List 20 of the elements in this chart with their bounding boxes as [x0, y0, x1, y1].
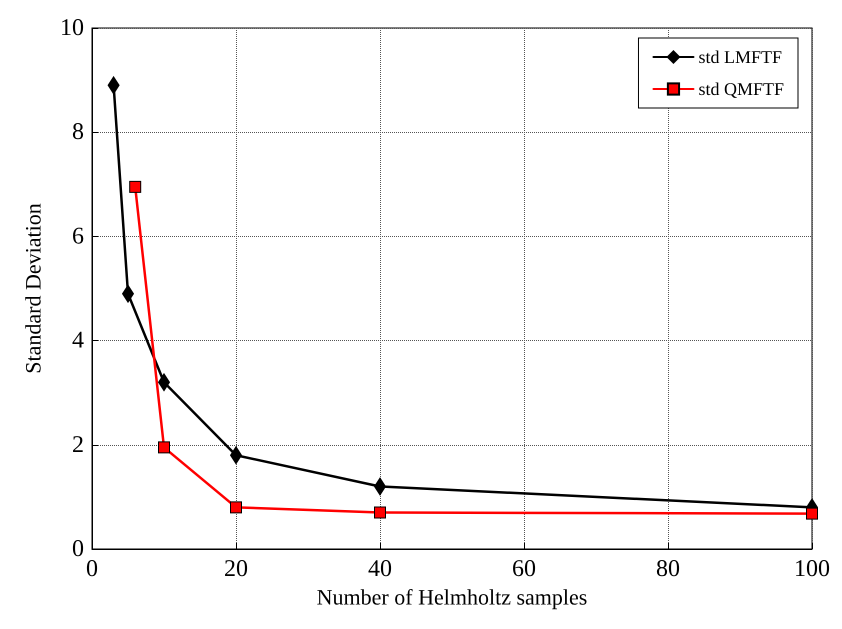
x-axis-title: Number of Helmholtz samples	[316, 584, 588, 610]
y-tick-label: 8	[72, 119, 84, 146]
y-tick-label: 0	[72, 536, 84, 562]
x-tick-label: 40	[368, 556, 392, 582]
legend-label: std QMFTF	[698, 79, 784, 99]
point	[158, 441, 170, 454]
y-tick-label: 6	[72, 223, 84, 250]
x-tick-label: 20	[224, 556, 248, 582]
point	[374, 506, 386, 519]
point	[230, 501, 242, 514]
y-tick-label: 2	[72, 432, 84, 458]
x-tick-label: 60	[512, 556, 536, 582]
legend-label: std LMFTF	[698, 47, 782, 67]
point	[806, 508, 818, 520]
y-tick-label: 10	[60, 15, 84, 41]
y-tick-label: 4	[72, 328, 84, 354]
x-tick-label: 100	[794, 556, 830, 582]
y-axis-title: Standard Deviation	[20, 203, 46, 374]
x-tick-label: 80	[656, 556, 680, 582]
point	[129, 180, 142, 193]
